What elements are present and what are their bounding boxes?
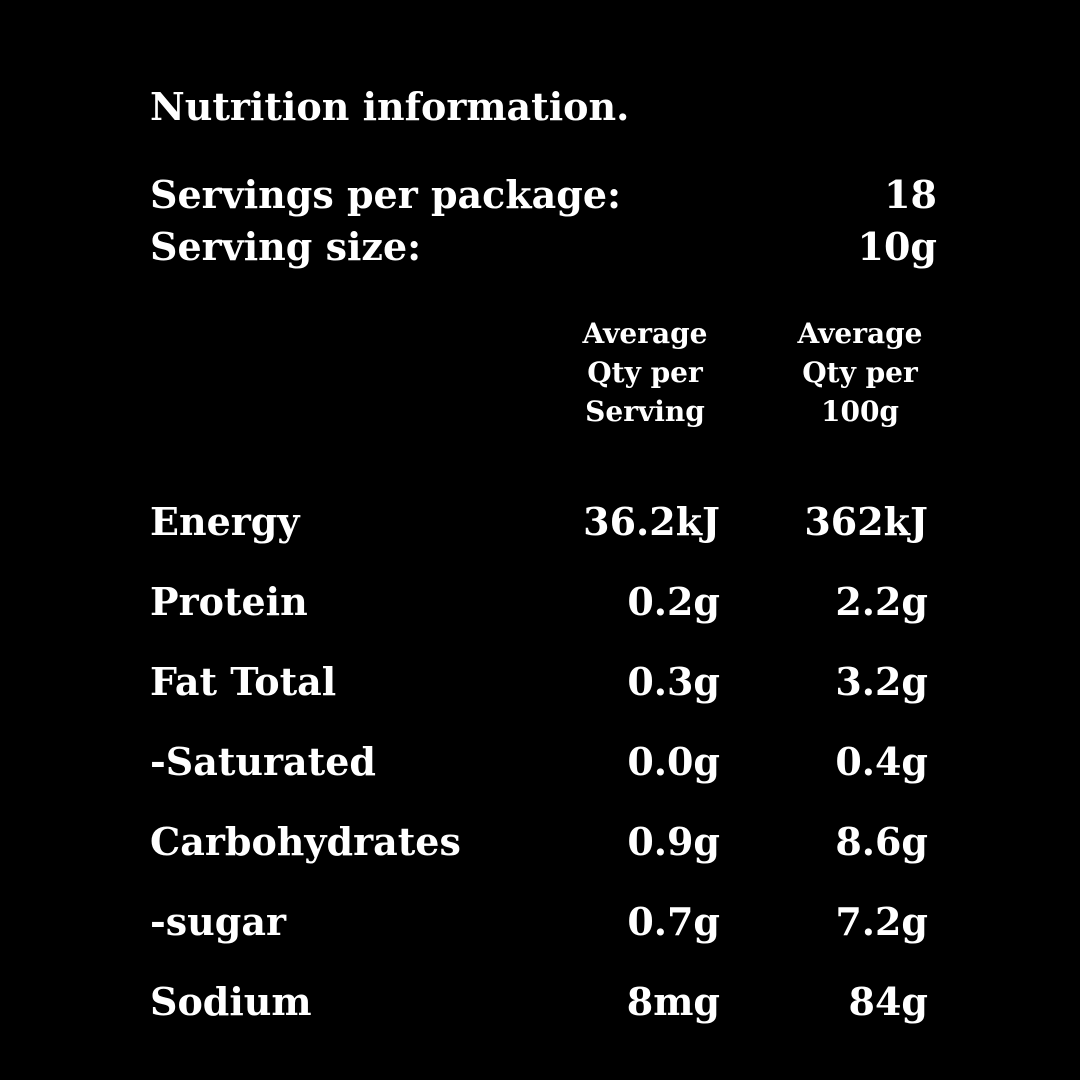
nutrient-label: Fat Total [150,659,337,704]
nutrient-value: 0.4g [835,739,928,784]
nutrient-value: 8.6g [835,819,928,864]
column-header: Average [582,317,708,350]
column-header: Qty per [802,356,918,389]
nutrient-label: -sugar [150,899,287,944]
nutrient-value: 8mg [626,979,720,1024]
nutrient-value: 2.2g [835,579,928,624]
nutrient-value: 362kJ [804,499,928,544]
nutrient-label: Sodium [150,979,312,1024]
title: Nutrition information. [150,84,630,129]
nutrient-value: 36.2kJ [583,499,720,544]
nutrient-value: 3.2g [835,659,928,704]
nutrient-value: 7.2g [835,899,928,944]
serving-value: 18 [884,172,937,217]
serving-label: Servings per package: [150,172,622,217]
nutrient-value: 0.0g [627,739,720,784]
nutrient-value: 0.2g [627,579,720,624]
column-header: Serving [585,395,705,428]
nutrient-value: 0.7g [627,899,720,944]
nutrient-label: -Saturated [150,739,376,784]
column-header: 100g [820,395,900,428]
nutrient-value: 84g [848,979,928,1024]
nutrient-value: 0.3g [627,659,720,704]
nutrient-label: Carbohydrates [150,819,461,864]
serving-label: Serving size: [150,224,422,269]
column-header: Qty per [587,356,703,389]
nutrient-label: Energy [150,499,300,544]
column-header: Average [797,317,923,350]
nutrient-value: 0.9g [627,819,720,864]
nutrient-label: Protein [150,579,308,624]
serving-value: 10g [857,224,937,269]
